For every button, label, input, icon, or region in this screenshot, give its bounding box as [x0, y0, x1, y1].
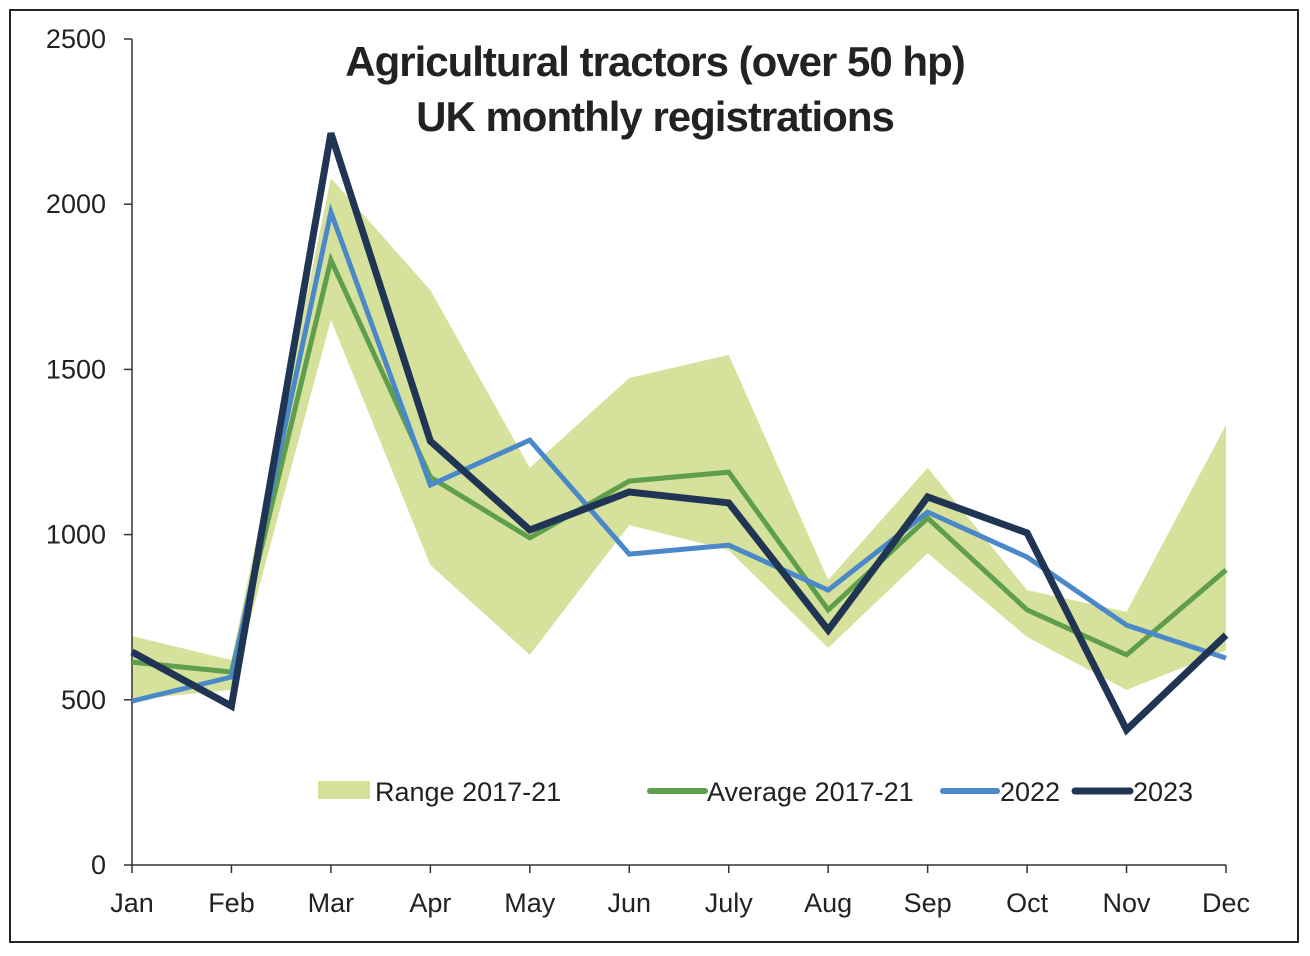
- x-tick-label: Feb: [208, 888, 255, 918]
- x-tick-label: May: [504, 888, 556, 918]
- legend-label-average: Average 2017-21: [707, 777, 914, 807]
- range-band: [132, 178, 1226, 700]
- x-tick-label: Apr: [409, 888, 451, 918]
- series-line-2023: [130, 132, 1229, 736]
- y-tick-label: 2000: [46, 189, 106, 219]
- x-tick-label: Dec: [1202, 888, 1250, 918]
- legend: Range 2017-21 Average 2017-21 2022 2023: [318, 777, 1193, 807]
- x-tick-label: Aug: [804, 888, 852, 918]
- y-tick-label: 1000: [46, 520, 106, 550]
- x-tick-label: July: [705, 888, 754, 918]
- x-tick-label: Oct: [1006, 888, 1049, 918]
- chart-title-line-2: UK monthly registrations: [416, 93, 894, 140]
- y-tick-label: 1500: [46, 354, 106, 384]
- x-tick-label: Sep: [904, 888, 952, 918]
- x-tick-label: Nov: [1103, 888, 1152, 918]
- chart-title-line-1: Agricultural tractors (over 50 hp): [345, 38, 964, 85]
- chart-frame: [9, 9, 1299, 943]
- legend-label-range: Range 2017-21: [375, 777, 561, 807]
- x-tick-label: Jan: [110, 888, 154, 918]
- y-tick-label: 2500: [46, 24, 106, 54]
- legend-label-2022: 2022: [1000, 777, 1060, 807]
- x-tick-label: Mar: [308, 888, 355, 918]
- y-tick-label: 500: [61, 685, 106, 715]
- y-tick-label: 0: [91, 850, 106, 880]
- legend-label-2023: 2023: [1133, 777, 1193, 807]
- series-line-average-2017-21: [131, 252, 1228, 675]
- legend-swatch-range: [318, 781, 370, 799]
- x-tick-label: Jun: [607, 888, 651, 918]
